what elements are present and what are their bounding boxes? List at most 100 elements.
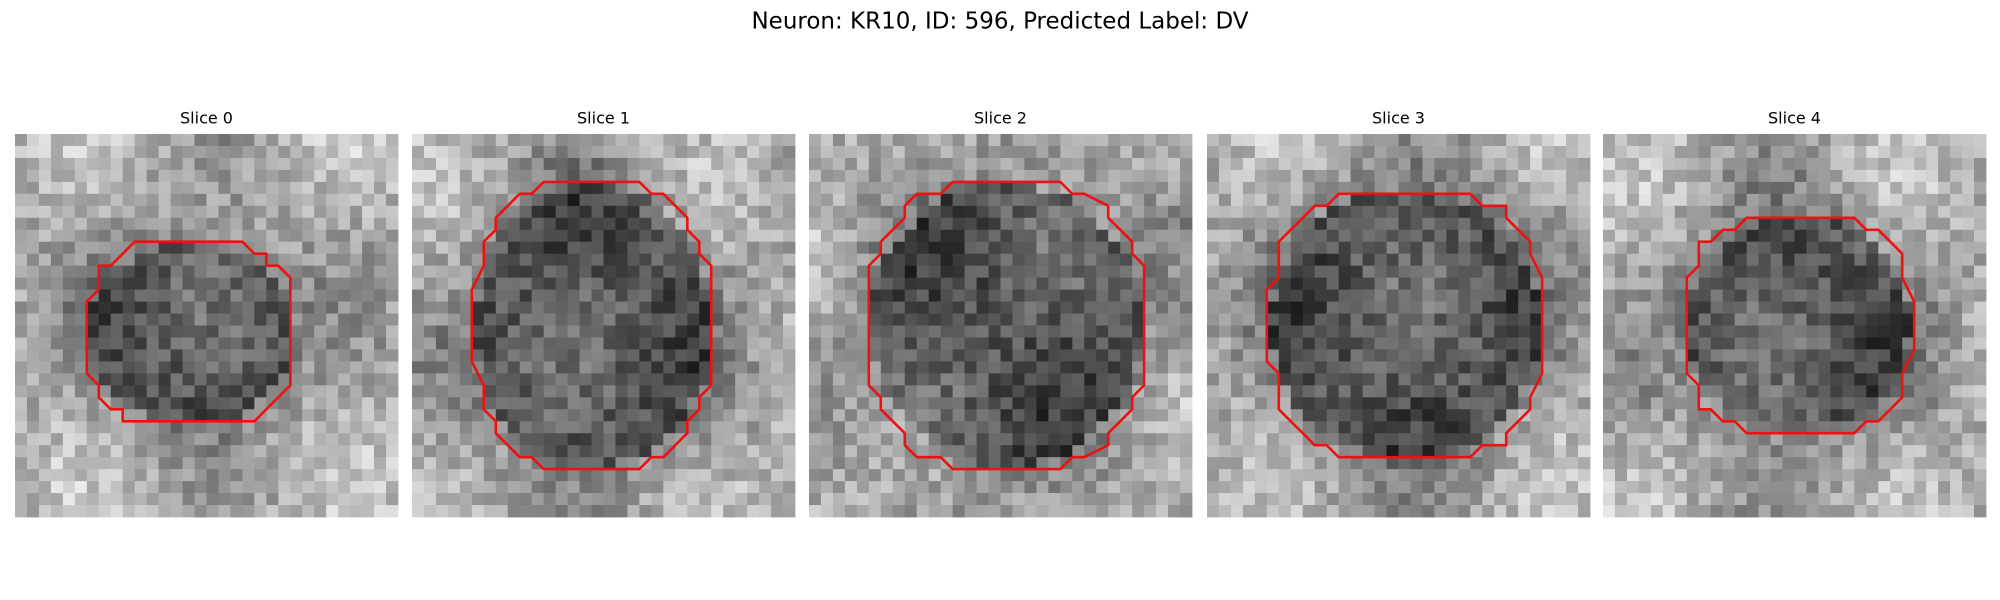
pixel [1422,205,1435,219]
pixel [1446,421,1459,434]
pixel [519,301,533,314]
pixel [1168,289,1181,302]
pixel [1650,265,1664,279]
pixel [1266,373,1280,386]
pixel [988,445,1001,458]
pixel [675,157,688,171]
pixel [1842,421,1855,434]
pixel [26,433,40,446]
pixel [1180,337,1193,350]
pixel [1302,373,1316,386]
pixel [1036,277,1049,290]
pixel [1974,193,1987,207]
pixel [1878,217,1891,231]
pixel [1710,325,1724,338]
pixel [134,421,148,434]
panel-title: Slice 4 [1768,109,1821,128]
pixel [1530,433,1543,446]
pixel [1230,157,1244,171]
pixel [1974,157,1987,171]
pixel [1398,313,1411,326]
pixel [1084,217,1097,231]
pixel [651,397,664,410]
pixel [1290,205,1304,219]
pixel [206,361,219,374]
pixel [386,481,399,494]
pixel [194,469,207,482]
pixel [1566,493,1579,506]
pixel [1830,409,1843,422]
pixel [988,157,1001,171]
pixel [820,277,834,290]
pixel [1000,361,1013,374]
pixel [1470,481,1483,494]
pixel [1108,349,1121,362]
pixel [507,493,521,506]
pixel [868,469,882,482]
pixel [62,205,76,219]
pixel [1278,241,1292,255]
pixel [1758,325,1771,338]
pixel [1626,445,1640,458]
pixel [98,181,112,195]
pixel [1722,134,1736,147]
pixel [1266,193,1280,207]
pixel [1530,181,1543,195]
pixel [892,253,906,267]
pixel [1470,301,1483,314]
pixel [1434,337,1447,350]
pixel [447,349,461,362]
pixel [338,157,351,171]
pixel [134,373,148,386]
pixel [386,433,399,446]
pixel [1758,205,1771,219]
pixel [230,337,243,350]
pixel [374,397,387,410]
pixel [134,445,148,458]
pixel [1266,445,1280,458]
pixel [1230,145,1244,159]
pixel [1132,433,1145,446]
pixel [964,229,977,243]
pixel [1962,433,1975,446]
pixel [783,469,796,482]
pixel [988,469,1001,482]
pixel [1603,217,1616,231]
pixel [988,205,1001,219]
pixel [350,253,363,267]
pixel [1854,349,1867,362]
pixel [447,241,461,255]
pixel [1794,445,1807,458]
pixel [98,217,112,231]
pixel [374,205,387,219]
pixel [832,493,846,506]
pixel [1603,253,1616,267]
pixel [1962,349,1975,362]
pixel [940,265,954,279]
pixel [771,373,784,386]
pixel [1758,169,1771,183]
pixel [1108,397,1121,410]
pixel [495,277,509,290]
pixel [290,134,303,147]
pixel [1290,253,1304,267]
pixel [1770,349,1783,362]
pixel [218,445,231,458]
pixel [1458,505,1471,518]
pixel [1266,181,1280,195]
pixel [74,145,88,159]
pixel [350,265,363,279]
pixel [591,373,604,386]
pixel [1506,301,1519,314]
pixel [1686,134,1700,147]
pixel [1024,157,1037,171]
pixel [1902,265,1915,279]
pixel [1662,181,1676,195]
pixel [1650,193,1664,207]
pixel [639,217,652,231]
pixel [1278,205,1292,219]
pixel [1818,313,1831,326]
pixel [1398,181,1411,195]
pixel [362,505,375,518]
pixel [74,361,88,374]
